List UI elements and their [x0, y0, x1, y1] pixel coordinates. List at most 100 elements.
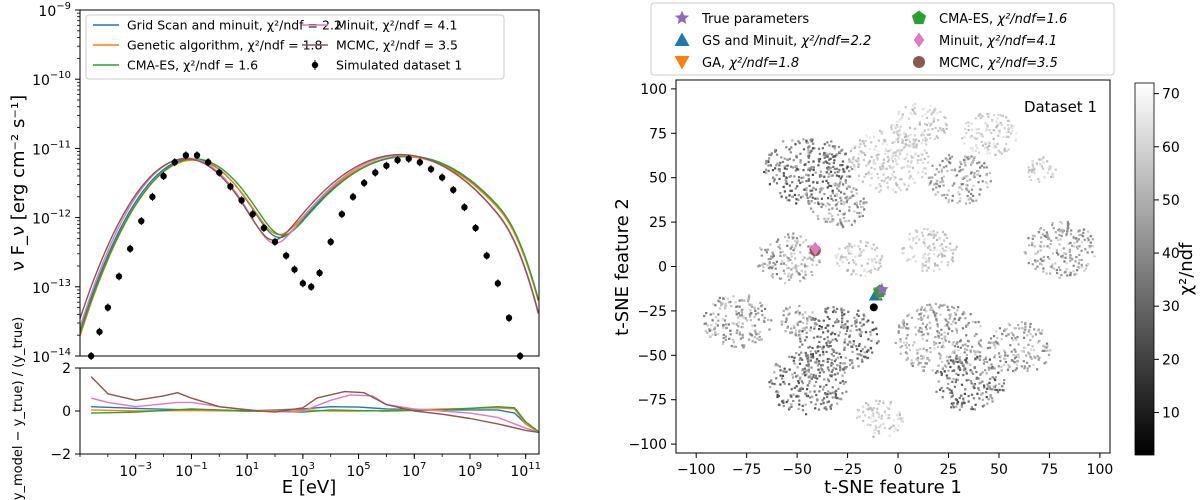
sed-y-tick-label: 10−14 — [32, 347, 71, 366]
sed-data-point — [427, 165, 435, 173]
residual-x-tick-label: 10−1 — [175, 461, 208, 480]
tsne-cluster — [890, 102, 948, 149]
sed-data-point — [238, 197, 245, 204]
sed-data-point — [227, 183, 234, 190]
tsne-legend-marker — [913, 32, 925, 48]
residual-y-tick-label: 0 — [62, 404, 71, 420]
tsne-y-tick-label: −75 — [637, 393, 667, 409]
tsne-legend: True parameters GS and Minuit, χ²/ndf=2.2… — [650, 2, 1115, 76]
sed-legend-box — [85, 14, 505, 80]
sed-legend-label: MCMC, χ²/ndf = 3.5 — [336, 38, 458, 53]
tsne-cluster — [798, 306, 880, 372]
tsne-cluster — [1023, 220, 1096, 279]
tsne-legend-marker — [913, 56, 925, 68]
tsne-cluster — [809, 182, 868, 229]
sed-data-point — [360, 179, 368, 187]
tsne-marker — [875, 282, 889, 296]
sed-data-point — [308, 283, 315, 290]
residual-y-axis: 2 0 −2 — [50, 361, 80, 463]
colorbar — [1134, 82, 1155, 456]
tsne-cluster — [848, 129, 930, 194]
sed-data-point — [394, 156, 401, 164]
tsne-x-axis: −100 −75 −50 −25 0 25 50 75 100 — [677, 453, 1113, 478]
residual-curve — [91, 406, 539, 433]
sed-data-point — [193, 152, 201, 159]
tsne-y-tick-label: 0 — [658, 260, 667, 276]
sed-data-point — [160, 172, 167, 180]
sed-legend-label: Simulated dataset 1 — [336, 58, 462, 73]
sed-y-label: ν F_ν [erg cm⁻² s⁻¹] — [8, 95, 29, 271]
sed-data-point — [216, 169, 223, 176]
tsne-legend-label: GA, χ²/ndf=1.8 — [702, 56, 799, 71]
residual-curve — [90, 394, 539, 434]
colorbar-label: χ²/ndf — [1176, 242, 1197, 296]
tsne-cluster — [703, 294, 773, 349]
tsne-legend-label: Minuit, χ²/ndf=4.1 — [939, 34, 1057, 49]
tsne-y-tick-label: −25 — [637, 304, 667, 320]
sed-data-point — [291, 266, 298, 273]
tsne-x-tick-label: 75 — [1041, 462, 1059, 478]
tsne-cluster — [768, 350, 848, 416]
tsne-y-tick-label: −100 — [629, 437, 667, 453]
sed-data-point — [182, 152, 190, 159]
residual-x-tick-label: 107 — [402, 461, 426, 480]
sed-data-point — [96, 328, 103, 335]
sed-y-tick-label: 10−13 — [32, 278, 71, 297]
colorbar-tick-label: 20 — [1162, 352, 1180, 368]
sed-data-point — [494, 280, 502, 287]
tsne-cluster — [1027, 156, 1057, 183]
tsne-markers — [809, 241, 889, 312]
sed-data-point — [327, 238, 334, 246]
tsne-x-tick-label: 50 — [990, 462, 1008, 478]
sed-legend-label: CMA-ES, χ²/ndf = 1.6 — [127, 58, 258, 73]
sed-data-point — [171, 159, 178, 166]
sed-data-point — [115, 273, 123, 280]
sed-data-point — [338, 210, 346, 218]
residual-curve — [91, 406, 539, 433]
sed-data-point — [383, 162, 390, 169]
sed-data-point — [204, 159, 212, 166]
sed-y-tick-label: 10−9 — [38, 1, 71, 20]
tsne-x-tick-label: −25 — [833, 462, 863, 478]
sed-curves — [80, 153, 539, 337]
tsne-legend-label: GS and Minuit, χ²/ndf=2.2 — [702, 34, 871, 49]
tsne-legend-marker — [674, 56, 690, 70]
residual-curve — [90, 376, 539, 434]
sed-data-point — [104, 304, 112, 311]
sed-data-point — [316, 269, 323, 277]
tsne-cluster — [986, 321, 1052, 373]
tsne-y-tick-label: −50 — [637, 348, 667, 364]
residual-x-tick-label: 1011 — [510, 461, 541, 480]
tsne-x-label: t-SNE feature 1 — [824, 477, 962, 498]
tsne-y-axis: −100 −75 −50 −25 0 25 50 75 100 — [629, 82, 676, 453]
colorbar-tick-label: 40 — [1162, 246, 1180, 262]
tsne-cluster — [927, 153, 992, 205]
colorbar-tick-label: 60 — [1162, 140, 1180, 156]
tsne-x-tick-label: 25 — [940, 462, 958, 478]
sed-data-point — [472, 224, 479, 232]
tsne-y-label: t-SNE feature 2 — [612, 198, 633, 336]
residual-curves — [90, 376, 539, 434]
sed-data-point — [405, 155, 412, 162]
colorbar-tick-label: 50 — [1162, 193, 1180, 209]
colorbar-tick-label: 10 — [1162, 405, 1180, 421]
sed-legend-label: Minuit, χ²/ndf = 4.1 — [336, 18, 457, 33]
tsne-y-tick-label: 50 — [649, 171, 667, 187]
residual-x-tick-label: 101 — [235, 461, 259, 480]
tsne-cluster — [894, 302, 983, 375]
sed-legend-marker — [311, 61, 319, 69]
residual-x-axis: 10−3 10−1 101 103 105 107 109 1011 — [79, 454, 541, 480]
sed-data-point — [450, 186, 457, 194]
tsne-min-point — [869, 303, 878, 312]
residual-x-tick-label: 103 — [291, 461, 315, 480]
residual-y-tick-label: −2 — [50, 447, 71, 463]
sed-curve — [80, 155, 539, 334]
tsne-x-tick-label: 100 — [1087, 462, 1114, 478]
sed-data-point — [299, 280, 307, 287]
tsne-x-tick-label: −75 — [732, 462, 762, 478]
sed-data-point — [260, 224, 268, 232]
tsne-x-tick-label: −50 — [782, 462, 812, 478]
residual-y-label: (y_model − y_true) / (y_true) — [11, 317, 26, 500]
sed-data-point — [505, 314, 513, 322]
